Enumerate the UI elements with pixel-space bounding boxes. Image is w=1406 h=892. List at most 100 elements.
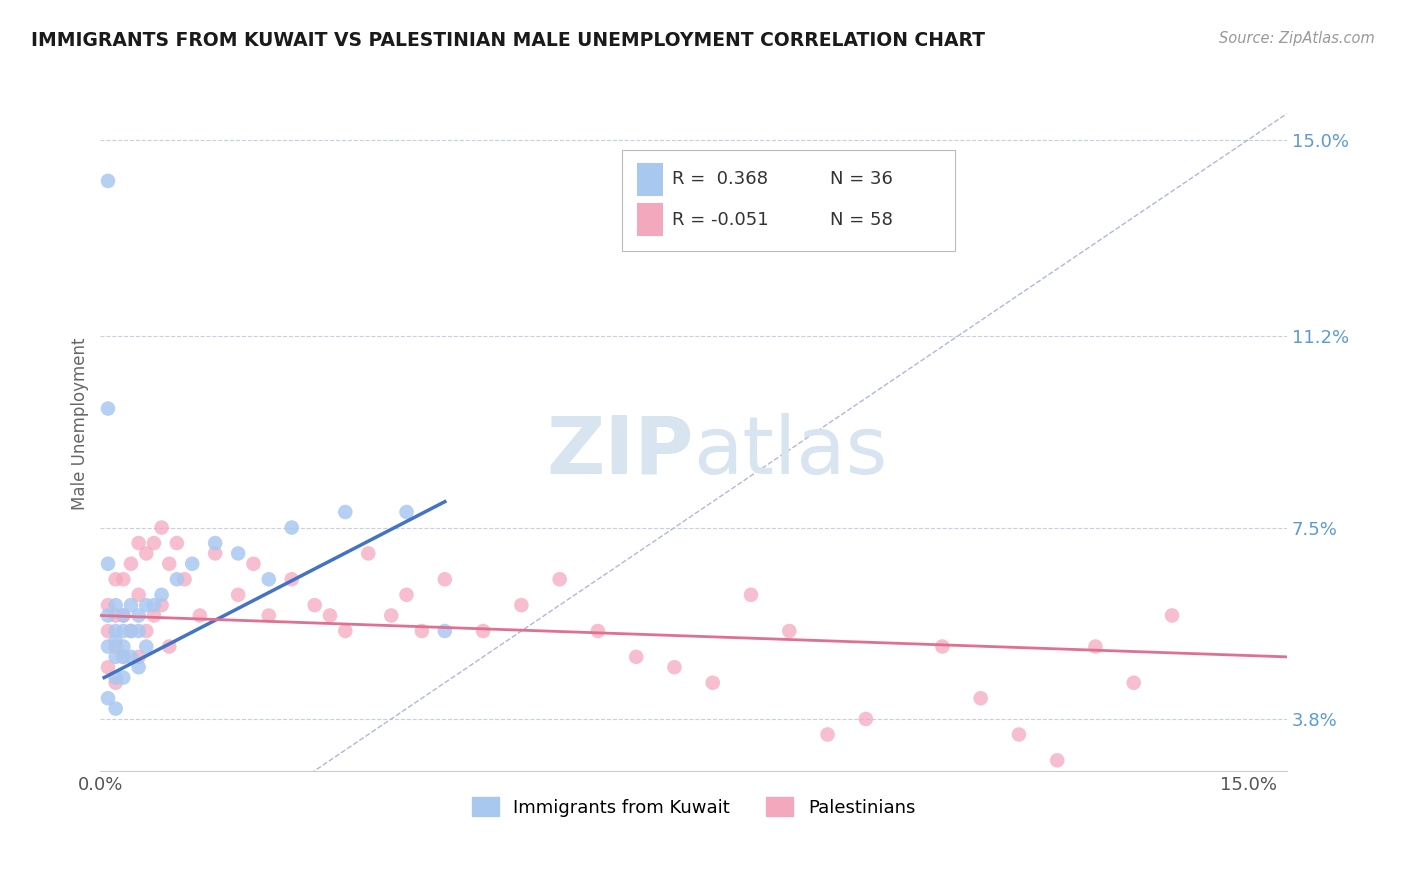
Point: [395, 505, 418, 519]
Point: [112, 624, 135, 638]
Point: [97, 557, 120, 571]
Point: [1008, 727, 1031, 741]
Point: [740, 588, 762, 602]
Point: [855, 712, 877, 726]
Point: [135, 640, 157, 654]
Point: [97, 608, 120, 623]
Point: [150, 598, 173, 612]
Point: [112, 572, 135, 586]
Legend: Immigrants from Kuwait, Palestinians: Immigrants from Kuwait, Palestinians: [465, 790, 922, 824]
Point: [280, 572, 302, 586]
Point: [204, 546, 226, 560]
Point: [1046, 753, 1069, 767]
Point: [150, 588, 173, 602]
Point: [112, 640, 135, 654]
Point: [128, 536, 150, 550]
Point: [120, 624, 142, 638]
Point: [112, 671, 135, 685]
Point: [181, 557, 204, 571]
Point: [142, 536, 165, 550]
Point: [135, 624, 157, 638]
Text: atlas: atlas: [693, 413, 889, 491]
Point: [280, 520, 302, 534]
Text: ZIP: ZIP: [547, 413, 693, 491]
Point: [142, 608, 165, 623]
Point: [204, 536, 226, 550]
Bar: [637, 202, 662, 236]
Point: [624, 649, 647, 664]
Point: [817, 727, 839, 741]
Bar: [637, 162, 662, 196]
Point: [242, 557, 264, 571]
Point: [173, 572, 195, 586]
Point: [226, 546, 249, 560]
Point: [97, 401, 120, 416]
Point: [335, 624, 357, 638]
Point: [548, 572, 571, 586]
Point: [142, 598, 165, 612]
Point: [395, 588, 418, 602]
Point: [135, 598, 157, 612]
Point: [380, 608, 402, 623]
Point: [472, 624, 495, 638]
Text: IMMIGRANTS FROM KUWAIT VS PALESTINIAN MALE UNEMPLOYMENT CORRELATION CHART: IMMIGRANTS FROM KUWAIT VS PALESTINIAN MA…: [31, 31, 986, 50]
Point: [104, 608, 127, 623]
Text: Source: ZipAtlas.com: Source: ZipAtlas.com: [1219, 31, 1375, 46]
Point: [104, 701, 127, 715]
Point: [969, 691, 991, 706]
Point: [104, 640, 127, 654]
Point: [112, 649, 135, 664]
Point: [157, 557, 180, 571]
Text: R =  0.368: R = 0.368: [672, 170, 768, 188]
Point: [664, 660, 686, 674]
Point: [433, 572, 456, 586]
Point: [128, 660, 150, 674]
Point: [226, 588, 249, 602]
Point: [335, 505, 357, 519]
Point: [104, 649, 127, 664]
Point: [120, 649, 142, 664]
Point: [157, 640, 180, 654]
Point: [128, 608, 150, 623]
Point: [104, 624, 127, 638]
Point: [319, 608, 342, 623]
Point: [97, 640, 120, 654]
Point: [112, 608, 135, 623]
Point: [433, 624, 456, 638]
Point: [104, 598, 127, 612]
Point: [104, 634, 127, 648]
Point: [97, 660, 120, 674]
Point: [778, 624, 800, 638]
Point: [188, 608, 211, 623]
Point: [257, 608, 280, 623]
Point: [150, 520, 173, 534]
Point: [104, 675, 127, 690]
Point: [1122, 675, 1144, 690]
Point: [104, 572, 127, 586]
Point: [510, 598, 533, 612]
Point: [931, 640, 953, 654]
Point: [97, 624, 120, 638]
Point: [97, 174, 120, 188]
Point: [128, 624, 150, 638]
Point: [104, 671, 127, 685]
Text: N = 36: N = 36: [830, 170, 893, 188]
Point: [357, 546, 380, 560]
Point: [112, 649, 135, 664]
Y-axis label: Male Unemployment: Male Unemployment: [72, 338, 89, 510]
Point: [112, 608, 135, 623]
Point: [120, 624, 142, 638]
Point: [97, 691, 120, 706]
Point: [166, 572, 188, 586]
Point: [128, 588, 150, 602]
Point: [120, 557, 142, 571]
Point: [128, 649, 150, 664]
Point: [1084, 640, 1107, 654]
Point: [97, 598, 120, 612]
Point: [586, 624, 609, 638]
Text: N = 58: N = 58: [830, 211, 893, 228]
Point: [702, 675, 724, 690]
Point: [120, 598, 142, 612]
Point: [411, 624, 433, 638]
Text: R = -0.051: R = -0.051: [672, 211, 769, 228]
